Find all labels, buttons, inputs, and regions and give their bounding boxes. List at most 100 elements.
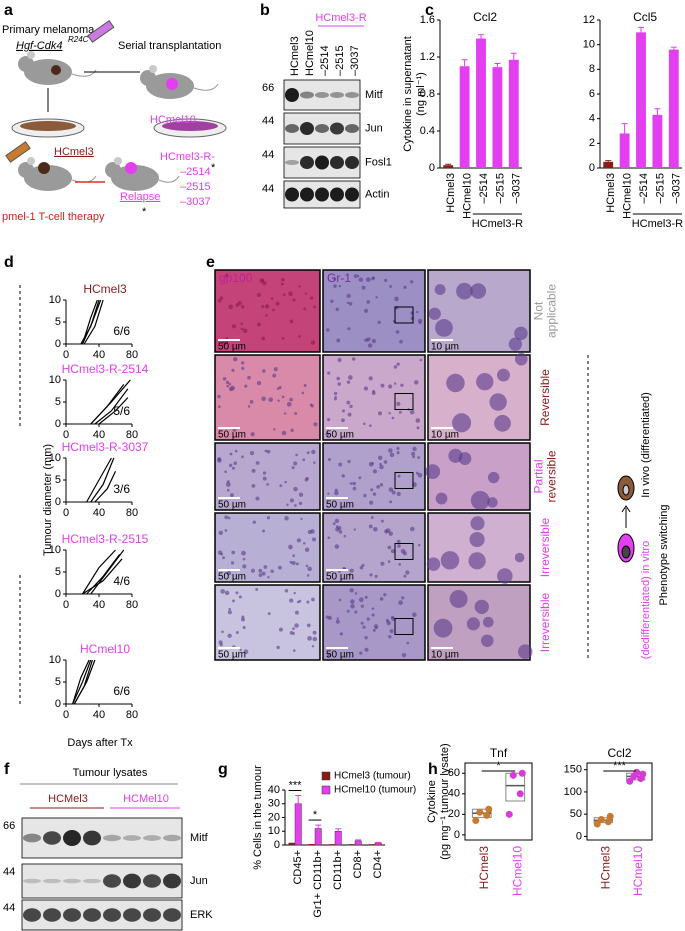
nucleus (363, 386, 369, 391)
nucleus (399, 339, 403, 344)
x-tick-label: 80 (126, 709, 138, 721)
nucleus (379, 464, 384, 470)
label: Hgf-Cdk4 (16, 40, 62, 52)
mw-label: 66 (3, 820, 15, 832)
nucleus (413, 380, 419, 385)
nucleus (275, 301, 280, 306)
nucleus (311, 645, 315, 648)
nucleus (346, 400, 351, 405)
nucleus (396, 401, 401, 407)
x-axis-label: Days after Tx (67, 737, 133, 749)
nucleus (298, 492, 304, 497)
point (483, 811, 491, 819)
annotation: 3/6 (113, 482, 130, 496)
nucleus (388, 412, 391, 415)
nucleus (303, 307, 307, 311)
nucleus (228, 304, 234, 310)
nucleus (265, 314, 268, 317)
nucleus (396, 362, 400, 366)
y-tick-label: 0 (55, 588, 61, 600)
blot-band (345, 187, 359, 202)
nucleus (277, 399, 280, 402)
nucleus (225, 482, 231, 487)
nucleus (300, 517, 303, 521)
nucleus (337, 525, 342, 531)
nucleus (347, 459, 351, 464)
nucleus (346, 293, 351, 299)
nucleus (231, 324, 237, 329)
y-tick-label: 20 (448, 808, 460, 820)
nucleus (242, 564, 247, 569)
nucleus (358, 597, 364, 603)
nucleus (241, 366, 245, 370)
inset-box (394, 543, 414, 560)
nucleus (470, 516, 485, 531)
x-tick-label: 40 (93, 599, 105, 611)
chart-title: HCmel3 (83, 282, 127, 296)
nucleus (385, 618, 390, 623)
nucleus (291, 561, 296, 566)
blot-band (143, 835, 161, 841)
nucleus (222, 556, 226, 560)
x-tick-label: CD45+ (292, 850, 304, 885)
nucleus (376, 485, 380, 489)
nucleus (307, 529, 312, 535)
nucleus (273, 428, 276, 431)
nucleus (415, 471, 419, 475)
nucleus (240, 322, 244, 326)
nucleus (468, 552, 486, 570)
nucleus (338, 530, 343, 534)
nucleus (255, 496, 260, 501)
label: HCmel3-R- (160, 151, 215, 163)
nucleus (416, 426, 420, 430)
nucleus (370, 488, 374, 492)
histology-image (214, 269, 321, 353)
bar (652, 114, 663, 168)
nucleus (337, 382, 342, 386)
y-axis-label: (ng ml⁻¹) (415, 72, 427, 116)
nucleus (374, 626, 378, 630)
nucleus (383, 593, 387, 597)
blot-band (163, 873, 181, 889)
nucleus (256, 380, 262, 386)
panel-label: e (206, 254, 215, 271)
nucleus (280, 277, 285, 282)
nucleus (242, 328, 248, 333)
nucleus (517, 644, 533, 659)
x-tick-label: 40 (93, 507, 105, 519)
nucleus (412, 455, 415, 459)
row-label: Not (532, 301, 546, 320)
blot-band (345, 124, 359, 133)
nucleus (311, 449, 316, 455)
nucleus (327, 371, 331, 375)
nucleus (388, 384, 393, 389)
growth-curve (98, 397, 129, 425)
nucleus (426, 557, 441, 571)
error-bar (335, 828, 342, 832)
nucleus (219, 296, 223, 300)
group-label: HCmel3-R (315, 12, 366, 24)
blot-band (315, 187, 329, 202)
nucleus (363, 493, 367, 498)
nucleus (312, 630, 317, 635)
x-tick-label: HCmel10 (622, 173, 634, 219)
inset-box (394, 306, 414, 324)
nucleus (390, 549, 395, 554)
blot-band (23, 878, 41, 884)
nucleus (217, 394, 221, 399)
nucleus (266, 482, 270, 486)
nucleus (333, 391, 338, 396)
x-tick-label: 0 (63, 429, 69, 441)
row-label: Partial (532, 459, 546, 493)
point (516, 790, 524, 798)
panel-label: g (218, 761, 228, 778)
x-tick-label: 0 (63, 349, 69, 361)
nucleus (388, 487, 394, 492)
nucleus (368, 376, 373, 381)
chart-title: HCmel3-R-2515 (62, 532, 149, 546)
y-tick-label: 5 (55, 396, 61, 408)
lane-label: HCmel10 (304, 30, 316, 76)
nucleus (228, 607, 232, 611)
nucleus (327, 458, 332, 462)
nucleus (309, 403, 313, 407)
